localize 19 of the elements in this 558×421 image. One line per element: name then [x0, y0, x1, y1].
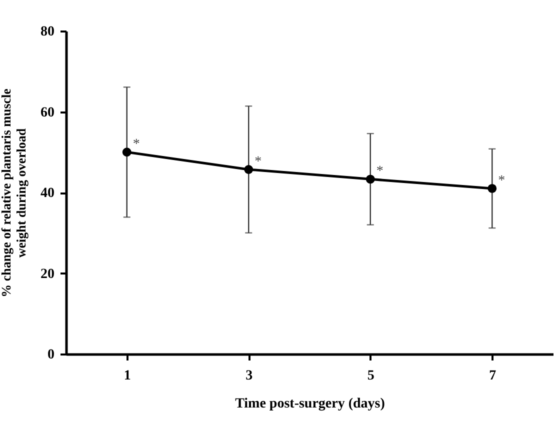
- y-tick-label: 20: [40, 266, 54, 282]
- point: [244, 165, 254, 174]
- x-tick-label: 7: [489, 368, 496, 384]
- y-axis-title: % change of relative plantaris muscle weight during overload: [0, 88, 28, 298]
- annotation: *: [254, 154, 262, 170]
- y-tick-label: 40: [40, 186, 54, 201]
- annotation: *: [498, 173, 506, 188]
- annotation: *: [376, 164, 384, 180]
- x-tick-label: 1: [124, 368, 131, 384]
- point: [488, 184, 497, 193]
- point: [366, 174, 375, 184]
- y-tick-label: 60: [40, 105, 54, 120]
- annotation: *: [132, 137, 140, 152]
- x-tick-label: 3: [246, 368, 253, 384]
- x-tick-label: 5: [367, 368, 374, 384]
- point: [122, 148, 132, 157]
- x-axis-title: Time post-surgery (days): [235, 396, 386, 412]
- y-tick-label: 80: [40, 24, 54, 40]
- y-tick-label: 0: [48, 348, 54, 362]
